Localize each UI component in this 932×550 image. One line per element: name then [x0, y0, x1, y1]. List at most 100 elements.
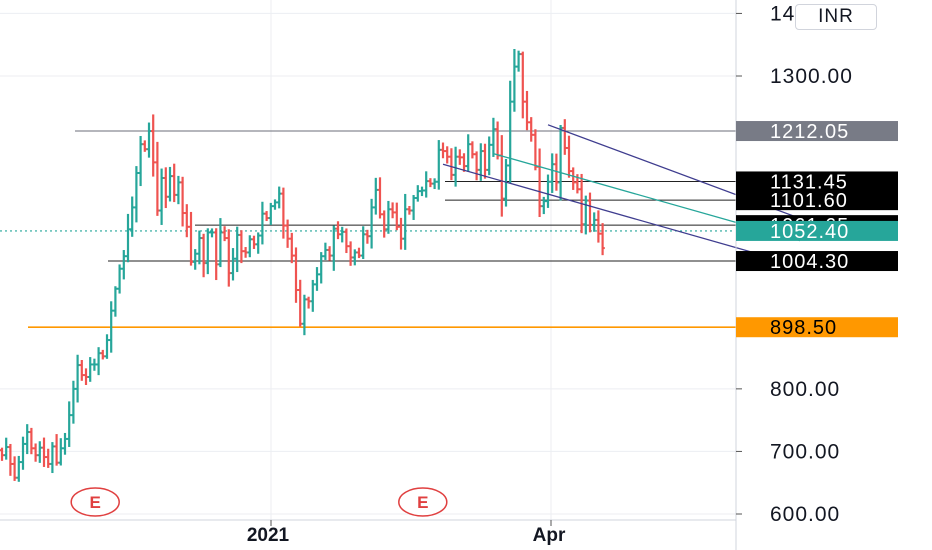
price-tag-bg	[736, 121, 898, 142]
ohlc-bar	[550, 153, 555, 193]
price-tag-bg	[736, 220, 898, 241]
ohlc-bar	[88, 357, 93, 382]
ohlc-bar	[226, 229, 231, 287]
y-gridlines	[0, 12, 736, 515]
ohlc-bar	[390, 202, 395, 219]
ohlc-bar	[508, 80, 513, 184]
price-tag[interactable]: 1004.30	[736, 251, 898, 273]
ohlc-bar	[361, 226, 366, 260]
ohlc-bar	[243, 247, 248, 258]
ohlc-bar	[0, 447, 5, 461]
ohlc-bar	[541, 196, 546, 215]
price-bars	[0, 48, 605, 482]
ohlc-bar	[289, 232, 294, 264]
ohlc-bar	[25, 424, 30, 455]
ohlc-bar	[587, 192, 593, 233]
ohlc-bar	[239, 230, 244, 264]
ohlc-bar	[293, 247, 299, 303]
ohlc-bar	[356, 247, 362, 259]
price-tag[interactable]: 1052.40	[736, 220, 898, 243]
ohlc-bar	[365, 229, 370, 244]
ohlc-bar	[222, 226, 227, 242]
ohlc-bar	[554, 153, 559, 191]
price-tag[interactable]: 1212.05	[736, 121, 898, 143]
ohlc-bar	[201, 233, 206, 278]
earnings-marker: E	[70, 487, 120, 517]
x-label-apr: Apr	[533, 525, 566, 546]
ohlc-bar	[146, 122, 152, 158]
ohlc-bar	[167, 166, 173, 202]
ohlc-bar	[96, 347, 101, 376]
ohlc-bar	[398, 217, 404, 250]
ohlc-bar	[104, 334, 110, 359]
ohlc-bar	[264, 211, 269, 222]
ohlc-bar	[62, 432, 68, 455]
ohlc-bar	[373, 177, 378, 215]
price-tag-bg	[736, 251, 898, 272]
ohlc-bar	[440, 142, 446, 159]
ohlc-bar	[382, 210, 387, 238]
ohlc-bar	[529, 117, 534, 142]
ohlc-bar	[432, 178, 437, 190]
ohlc-bar	[251, 235, 257, 249]
ohlc-bar	[4, 437, 9, 460]
ohlc-bar	[277, 186, 282, 209]
ohlc-bar	[33, 443, 38, 462]
time-axis[interactable]: 2021 Apr	[0, 519, 736, 546]
price-tag-bg	[736, 190, 898, 211]
ohlc-bar	[8, 443, 13, 476]
earnings-label: E	[417, 493, 428, 512]
price-tag[interactable]: 1101.60	[736, 190, 898, 212]
ohlc-bar	[331, 225, 336, 271]
earnings-badge	[398, 487, 448, 517]
ohlc-bar	[214, 228, 219, 281]
ohlc-bar	[193, 249, 198, 270]
ohlc-bar	[37, 441, 42, 463]
trend-line-upper	[547, 124, 830, 230]
ohlc-bar	[323, 242, 328, 260]
ohlc-bar	[130, 196, 135, 237]
ohlc-bar	[92, 358, 97, 371]
price-tag-label: 1101.60	[770, 190, 848, 212]
ohlc-bar	[428, 178, 433, 188]
ohlc-bar	[218, 218, 223, 268]
ohlc-bar	[247, 235, 252, 258]
ohlc-bar	[67, 401, 72, 447]
ohlc-bar	[436, 140, 441, 190]
ohlc-bar	[75, 354, 80, 403]
ohlc-bar	[29, 427, 34, 455]
ohlc-bar	[407, 205, 412, 215]
ohlc-bar	[335, 221, 341, 240]
currency-badge[interactable]: INR	[795, 4, 877, 30]
ohlc-bar	[571, 167, 576, 190]
y-tick-label: 700.00	[770, 440, 840, 463]
price-tag-label: 898.50	[770, 317, 837, 339]
ohlc-bar	[524, 90, 530, 131]
price-tag-label: 1131.45	[770, 171, 848, 193]
price-tag[interactable]: 898.50	[736, 317, 898, 339]
ohlc-bar	[71, 380, 76, 424]
price-tag-bg	[736, 171, 898, 192]
ohlc-bar	[487, 136, 492, 176]
ohlc-bar	[180, 176, 185, 227]
ohlc-bar	[138, 135, 143, 187]
y-tick-label: 600.00	[770, 503, 840, 526]
price-tag[interactable]: 1131.45	[736, 171, 898, 193]
ohlc-bar	[46, 448, 51, 468]
ohlc-bar	[58, 438, 63, 466]
ohlc-bar	[302, 294, 307, 336]
ohlc-bar	[235, 226, 240, 273]
price-tag-label: 1052.40	[770, 221, 849, 243]
ohlc-bar	[113, 286, 118, 317]
ohlc-bar	[424, 171, 429, 198]
ohlc-bar	[344, 228, 349, 254]
ohlc-bar	[596, 210, 601, 243]
ohlc-bar	[453, 146, 458, 187]
ohlc-bar	[516, 50, 521, 72]
ohlc-bar	[457, 149, 462, 165]
ohlc-bar	[562, 119, 567, 155]
ohlc-bar	[394, 202, 399, 231]
